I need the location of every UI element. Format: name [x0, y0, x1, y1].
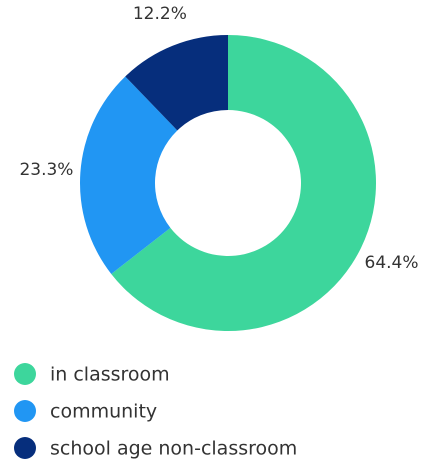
legend-swatch — [14, 437, 36, 459]
slice — [79, 76, 178, 274]
slice — [111, 35, 376, 331]
legend-swatch — [14, 400, 36, 422]
slice-label: 64.4% — [365, 253, 419, 273]
slice — [125, 35, 228, 131]
legend-label: community — [50, 401, 157, 423]
legend-swatch — [14, 363, 36, 385]
legend-label: in classroom — [50, 364, 170, 386]
legend-label: school age non-classroom — [50, 438, 297, 460]
slice-label: 12.2% — [133, 4, 187, 24]
slice-label: 23.3% — [19, 160, 73, 180]
